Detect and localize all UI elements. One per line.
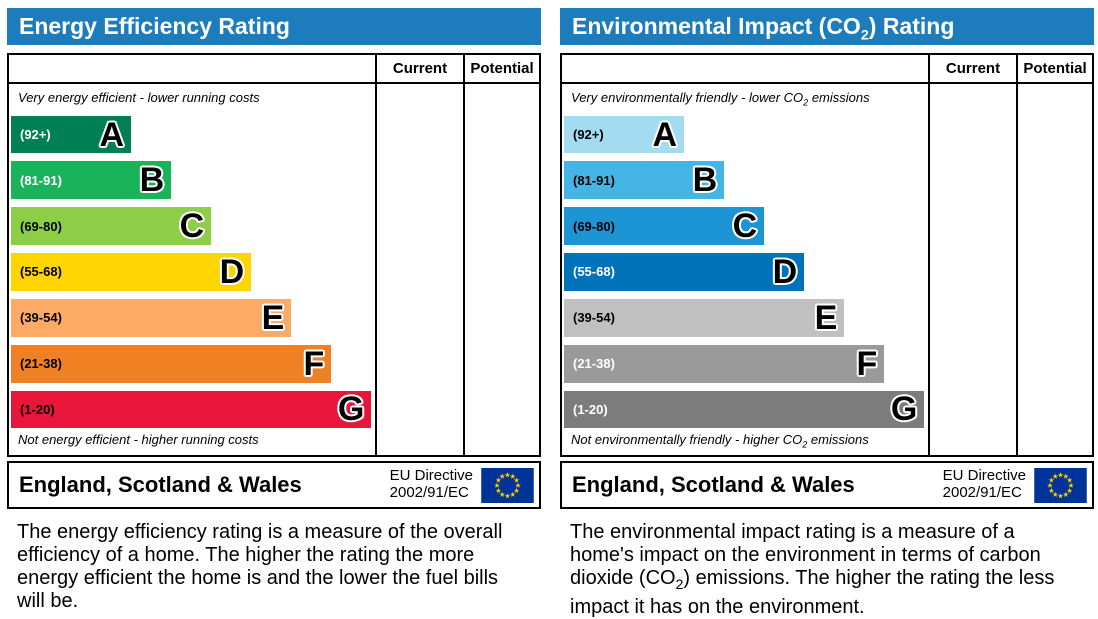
band-range: (1-20): [573, 401, 608, 417]
band-letter: D: [772, 252, 798, 291]
band-range: (92+): [573, 127, 604, 142]
co2-subscript: 2: [803, 97, 809, 108]
eu-flag: [481, 467, 534, 503]
energy-panel-title: Energy Efficiency Rating: [7, 8, 541, 45]
energy-rating-description: The energy efficiency rating is a measur…: [17, 521, 522, 619]
region-label: England, Scotland & Wales: [572, 472, 855, 497]
current-column-header: Current: [928, 55, 1016, 84]
band-a: (92+) A: [11, 115, 132, 154]
band-e: (39-54) E: [564, 298, 845, 337]
region-label: England, Scotland & Wales: [19, 472, 302, 497]
caption-text: Not environmentally friendly - higher CO: [571, 432, 803, 448]
band-range: (39-54): [20, 310, 62, 326]
band-range: (39-54): [573, 310, 615, 326]
co2-subscript: 2: [802, 440, 808, 450]
band-letter: G: [337, 390, 365, 429]
band-range: (21-38): [573, 356, 615, 372]
caption-bottom: Not environmentally friendly - higher CO…: [564, 432, 928, 450]
potential-column-header: Potential: [463, 55, 539, 84]
current-column: [928, 84, 1016, 455]
band-range: (55-68): [573, 264, 615, 280]
band-range: (92+): [20, 127, 51, 142]
caption-top: Very energy efficient - lower running co…: [11, 90, 375, 108]
band-b: (81-91) B: [11, 161, 172, 200]
band-range: (21-38): [20, 356, 62, 372]
description-text: The energy efficiency rating is a measur…: [17, 521, 503, 612]
environmental-rating-bands: Very environmentally friendly - lower CO…: [562, 84, 928, 455]
band-range: (69-80): [20, 218, 62, 234]
band-c: (69-80) C: [564, 207, 765, 246]
current-column: [375, 84, 463, 455]
description-text: The environmental impact rating is a mea…: [570, 521, 1041, 589]
band-range: (69-80): [573, 218, 615, 234]
current-column-header: Current: [375, 55, 463, 84]
band-e: (39-54) E: [11, 298, 292, 337]
eu-directive-label: EU Directive 2002/91/EC: [389, 467, 473, 502]
region-footer: England, Scotland & Wales EU Directive 2…: [7, 461, 541, 509]
band-f: (21-38) F: [564, 344, 885, 383]
band-letter: D: [219, 252, 245, 291]
band-b: (81-91) B: [564, 161, 725, 200]
caption-text: Very environmentally friendly - lower CO: [571, 90, 804, 105]
title-text: Energy Efficiency Rating: [19, 13, 290, 39]
chart-corner-cell: [562, 55, 928, 84]
potential-column: [463, 84, 539, 455]
band-f: (21-38) F: [11, 344, 332, 383]
eu-directive-line2: 2002/91/EC: [942, 484, 1022, 501]
potential-column: [1016, 84, 1092, 455]
region-footer: England, Scotland & Wales EU Directive 2…: [560, 461, 1094, 509]
band-range: (55-68): [20, 264, 62, 280]
band-a: (92+) A: [564, 115, 685, 154]
co2-subscript: 2: [860, 27, 869, 44]
energy-rating-chart: Current Potential Very energy efficient …: [7, 53, 541, 457]
caption-bottom: Not energy efficient - higher running co…: [11, 432, 375, 450]
caption-text: Not energy efficient - higher running co…: [18, 432, 259, 448]
band-letter: A: [652, 115, 678, 154]
co2-subscript: 2: [675, 576, 684, 592]
band-letter: F: [856, 344, 878, 383]
band-range: (81-91): [573, 172, 615, 188]
title-text: Environmental Impact (CO: [572, 13, 861, 39]
environmental-rating-chart: Current Potential Very environmentally f…: [560, 53, 1094, 457]
eu-directive-line1: EU Directive: [942, 467, 1026, 485]
caption-top: Very environmentally friendly - lower CO…: [564, 90, 928, 108]
band-c: (69-80) C: [11, 207, 212, 246]
caption-suffix: emissions: [808, 90, 870, 105]
caption-text: Very energy efficient - lower running co…: [18, 90, 260, 105]
band-g: (1-20) G: [564, 390, 925, 429]
eu-directive-line2: 2002/91/EC: [389, 484, 469, 501]
energy-efficiency-panel: Energy Efficiency Rating Current Potenti…: [7, 8, 541, 619]
band-letter: C: [732, 207, 758, 246]
band-d: (55-68) D: [564, 252, 805, 291]
environmental-panel-title: Environmental Impact (CO2) Rating: [560, 8, 1094, 45]
band-letter: F: [303, 344, 325, 383]
energy-rating-bands: Very energy efficient - lower running co…: [9, 84, 375, 455]
environmental-impact-panel: Environmental Impact (CO2) Rating Curren…: [560, 8, 1094, 619]
band-letter: E: [261, 298, 285, 337]
band-range: (81-91): [20, 172, 62, 188]
band-letter: E: [814, 298, 838, 337]
band-range: (1-20): [20, 401, 55, 417]
environmental-rating-description: The environmental impact rating is a mea…: [570, 521, 1075, 619]
band-letter: C: [179, 207, 205, 246]
band-letter: B: [139, 161, 165, 200]
title-suffix: ) Rating: [868, 13, 955, 39]
eu-directive-line1: EU Directive: [389, 467, 473, 485]
band-d: (55-68) D: [11, 252, 252, 291]
caption-suffix: emissions: [807, 432, 869, 448]
band-letter: G: [890, 390, 918, 429]
eu-flag: [1034, 467, 1087, 503]
band-letter: A: [99, 115, 125, 154]
band-g: (1-20) G: [11, 390, 372, 429]
band-letter: B: [692, 161, 718, 200]
chart-corner-cell: [9, 55, 375, 84]
eu-directive-label: EU Directive 2002/91/EC: [942, 467, 1026, 502]
potential-column-header: Potential: [1016, 55, 1092, 84]
